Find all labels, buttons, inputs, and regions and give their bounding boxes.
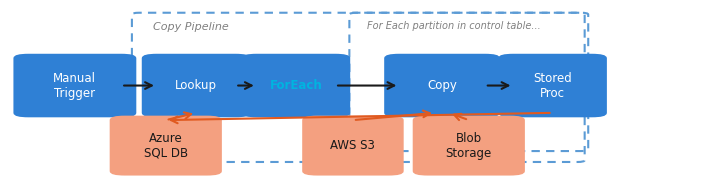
FancyBboxPatch shape: [14, 55, 135, 116]
Text: Stored
Proc: Stored Proc: [533, 72, 572, 100]
FancyBboxPatch shape: [385, 55, 499, 116]
Text: AWS S3: AWS S3: [331, 139, 375, 152]
Text: For Each partition in control table...: For Each partition in control table...: [367, 21, 541, 31]
Text: ForEach: ForEach: [270, 79, 322, 92]
FancyBboxPatch shape: [499, 55, 606, 116]
Text: Manual
Trigger: Manual Trigger: [53, 72, 96, 100]
Text: Copy Pipeline: Copy Pipeline: [153, 22, 229, 32]
Text: Lookup: Lookup: [175, 79, 217, 92]
Text: Blob
Storage: Blob Storage: [446, 132, 492, 160]
Text: Copy: Copy: [427, 79, 457, 92]
Text: Azure
SQL DB: Azure SQL DB: [144, 132, 188, 160]
FancyBboxPatch shape: [303, 116, 403, 175]
FancyBboxPatch shape: [242, 55, 349, 116]
FancyBboxPatch shape: [143, 55, 250, 116]
FancyBboxPatch shape: [414, 116, 524, 175]
FancyBboxPatch shape: [111, 116, 221, 175]
